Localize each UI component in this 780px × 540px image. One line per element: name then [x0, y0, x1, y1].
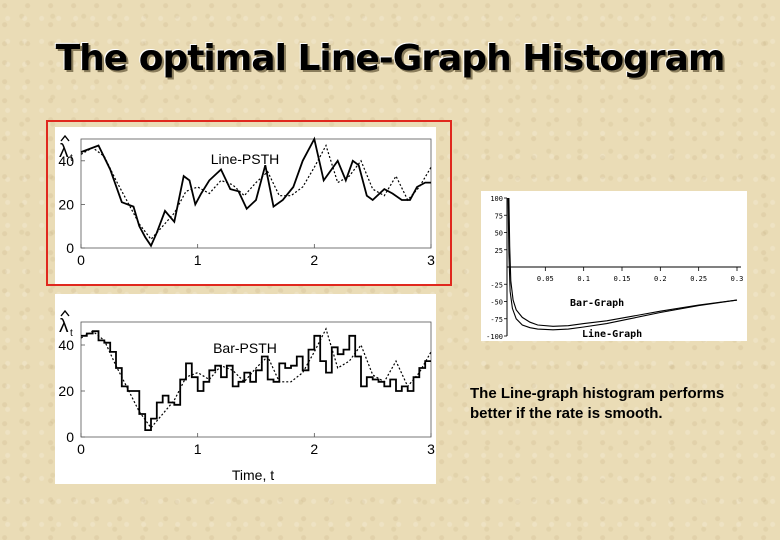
- y-tick-label: -50: [490, 299, 503, 307]
- y-tick-label: 50: [495, 230, 503, 238]
- plot-area: 0 1 2 3 0 20 40: [58, 136, 435, 268]
- y-tick-label: 20: [58, 196, 74, 212]
- y-tick-label: 20: [58, 383, 74, 399]
- y-tick-label: 25: [495, 247, 503, 255]
- chart-label: Bar-PSTH: [213, 340, 277, 356]
- line-psth-chart: λ t Line-PSTH 0 1 2 3 0 20 40: [58, 134, 435, 268]
- ylabel: λ t: [59, 309, 73, 339]
- y-tick-label: 40: [58, 153, 74, 169]
- y-tick-label: -75: [490, 316, 503, 324]
- x-axis-label: Time, t: [232, 467, 274, 483]
- x-tick-label: 2: [310, 252, 318, 268]
- ylabel: λ t: [59, 134, 73, 164]
- plot-area: 0 1 2 3 0 20 40: [58, 321, 435, 457]
- hat-icon: [60, 309, 70, 317]
- plot-frame: [80, 138, 432, 249]
- series-line-step: [81, 330, 431, 431]
- chart-label: Line-PSTH: [211, 151, 279, 167]
- x-tick-label: 1: [194, 441, 202, 457]
- x-tick-label: 0.25: [690, 275, 707, 283]
- x-tick-label: 3: [427, 252, 435, 268]
- ylabel-subscript: t: [70, 328, 73, 339]
- series-line-solid: [80, 136, 431, 248]
- series-line-dotted: [80, 143, 432, 241]
- y-tick-label: -25: [490, 281, 503, 289]
- ylabel-symbol: λ: [59, 141, 69, 162]
- x-tick-label: 1: [194, 252, 202, 268]
- cost-curve-panel: 0.05 0.1 0.15 0.2 0.25 0.3 100 75 50 25 -25 -50 -75 -…: [481, 191, 747, 341]
- bar-psth-chart: λ t Bar-PSTH Time, t 0 1 2 3 0 20 40: [58, 309, 435, 483]
- x-tick-label: 0.3: [731, 275, 744, 283]
- x-tick-label: 2: [310, 441, 318, 457]
- y-tick-label: 0: [66, 240, 74, 256]
- series-label-line-graph: Line-Graph: [582, 328, 642, 340]
- y-tick-label: 100: [490, 195, 503, 203]
- slide-title: The optimal Line-Graph Histogram: [55, 38, 726, 79]
- plot-area: 0.05 0.1 0.15 0.2 0.25 0.3 100 75 50 25 -25 -50 -75 -…: [486, 195, 743, 341]
- y-tick-label: 40: [58, 337, 74, 353]
- x-tick-label: 0: [77, 441, 85, 457]
- cost-curve-chart: 0.05 0.1 0.15 0.2 0.25 0.3 100 75 50 25 -25 -50 -75 -…: [486, 195, 743, 341]
- y-tick-label: -100: [486, 333, 503, 341]
- ylabel-symbol: λ: [59, 316, 69, 337]
- series-line-bar-graph: [508, 197, 738, 327]
- series-line-dotted: [80, 327, 432, 429]
- bar-psth-panel: λ t Bar-PSTH Time, t 0 1 2 3 0 20 40: [55, 294, 436, 484]
- line-psth-panel: λ t Line-PSTH 0 1 2 3 0 20 40: [55, 127, 436, 285]
- y-tick-label: 0: [66, 429, 74, 445]
- x-tick-label: 0.1: [577, 275, 590, 283]
- x-tick-label: 0.15: [614, 275, 631, 283]
- series-label-bar-graph: Bar-Graph: [570, 298, 624, 309]
- series-line-line-graph: [507, 197, 738, 331]
- y-tick-label: 75: [495, 212, 503, 220]
- ylabel-subscript: t: [70, 153, 73, 164]
- caption-text: The Line-graph histogram performs better…: [470, 385, 725, 422]
- x-tick-label: 0.05: [537, 275, 554, 283]
- x-tick-label: 3: [427, 441, 435, 457]
- highlight-frame: [46, 120, 452, 286]
- x-tick-label: 0: [77, 252, 85, 268]
- plot-frame: [80, 321, 432, 438]
- x-tick-label: 0.2: [654, 275, 667, 283]
- hat-icon: [60, 134, 70, 142]
